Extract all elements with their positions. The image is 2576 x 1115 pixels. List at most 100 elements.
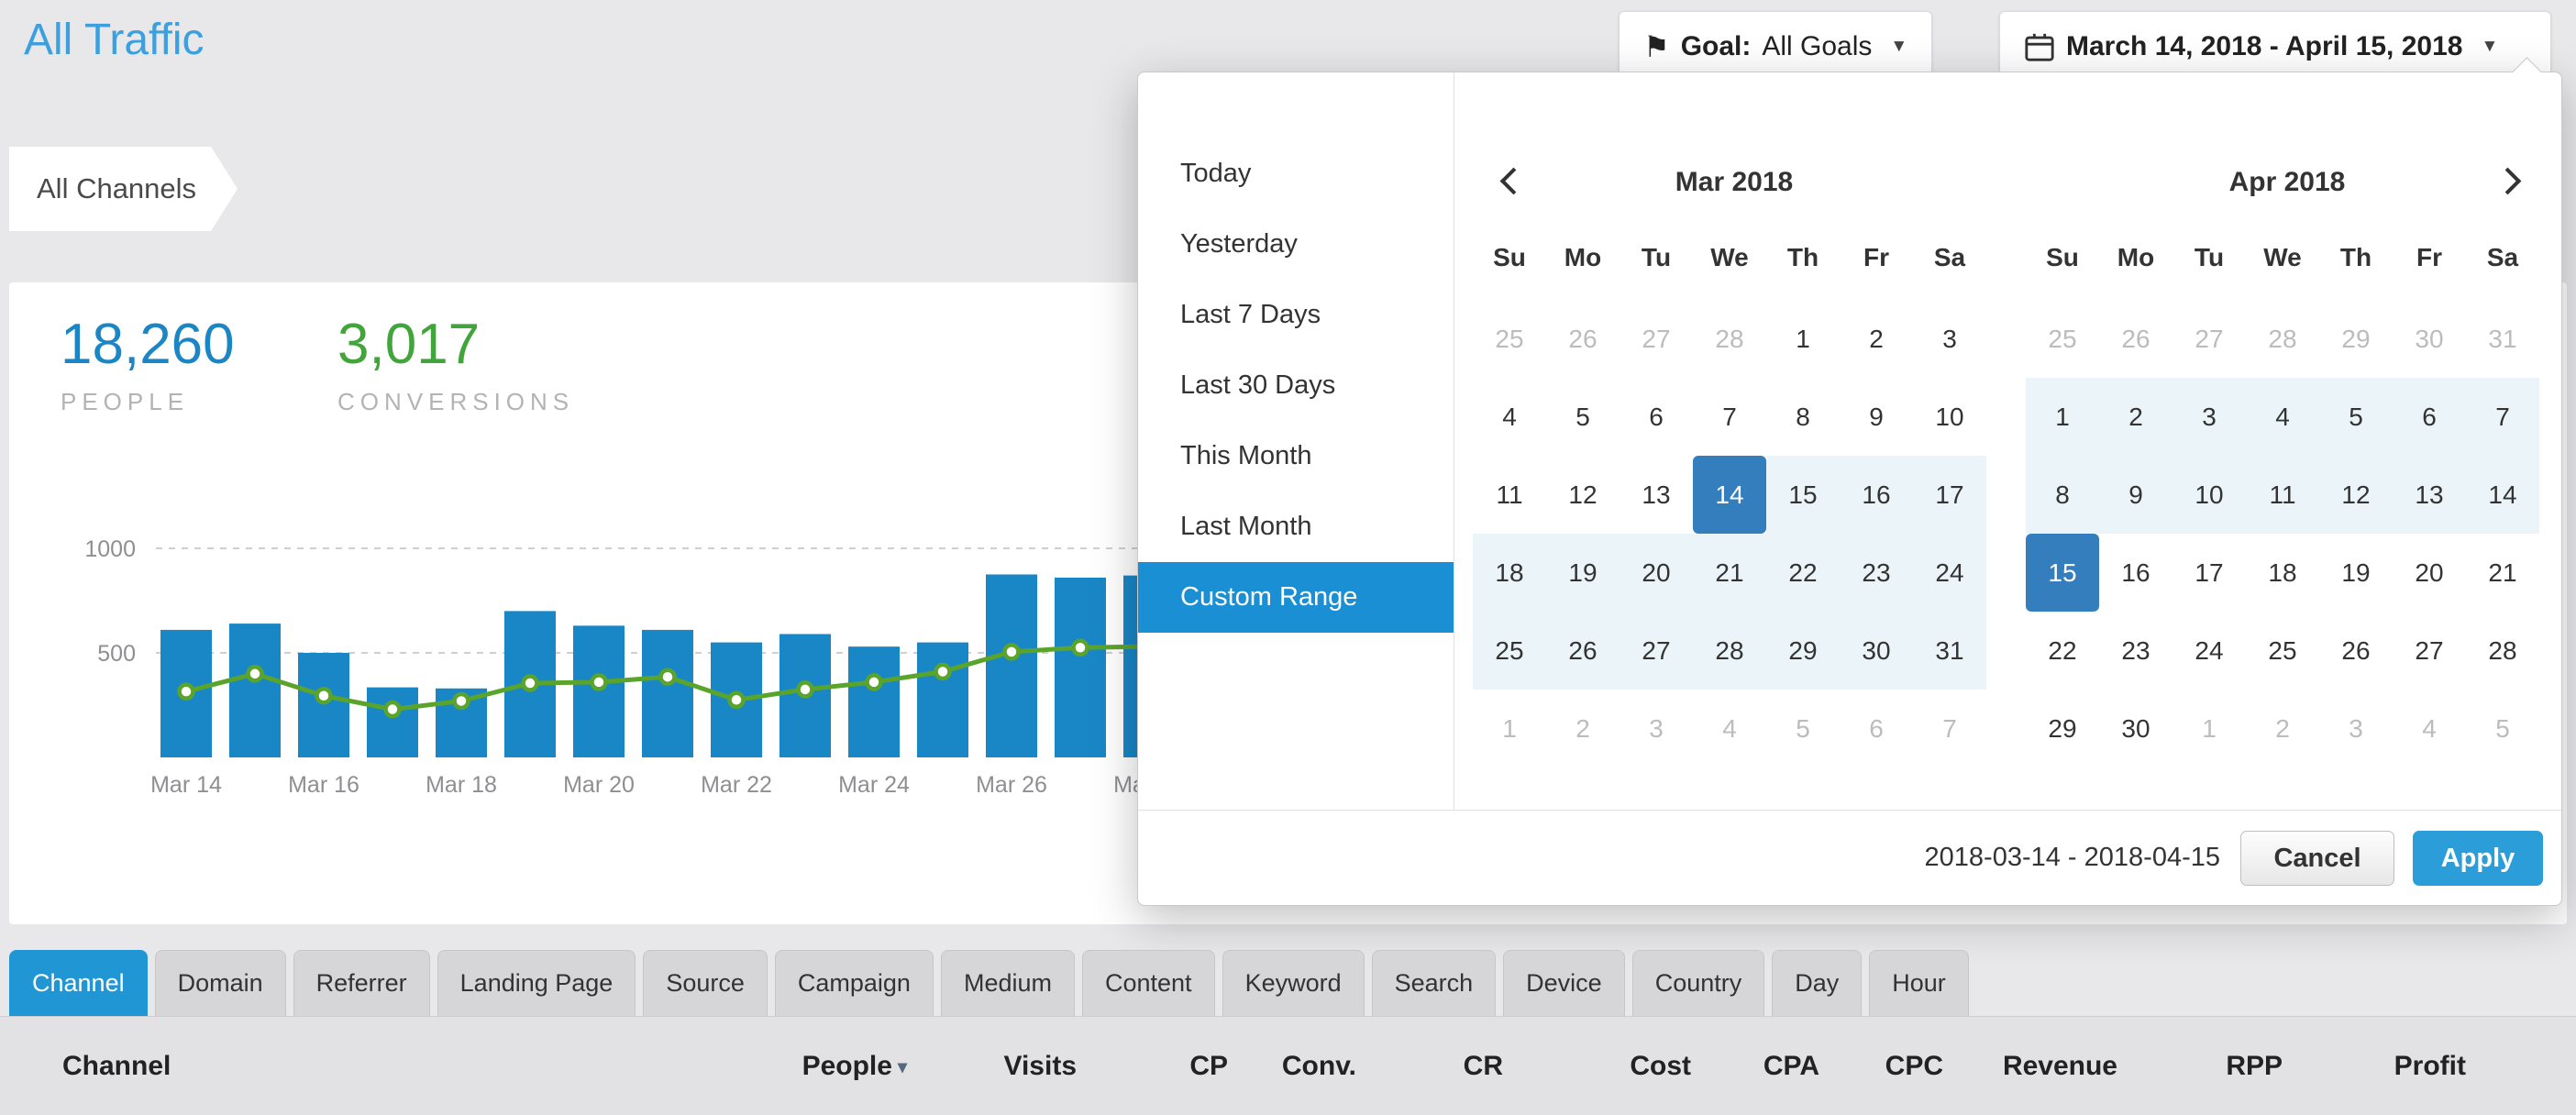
calendar-day[interactable]: 11 <box>1496 480 1523 509</box>
column-header-cost[interactable]: Cost <box>1503 1051 1691 1082</box>
calendar-day[interactable]: 10 <box>1935 403 1964 431</box>
calendar-day[interactable]: 6 <box>1649 403 1664 431</box>
calendar-day[interactable]: 7 <box>2466 378 2539 456</box>
range-option-last-30-days[interactable]: Last 30 Days <box>1180 370 1336 400</box>
calendar-day[interactable]: 31 <box>2488 325 2517 353</box>
calendar-day[interactable]: 25 <box>2048 325 2077 353</box>
calendar-day[interactable]: 22 <box>1766 534 1840 612</box>
calendar-day[interactable]: 22 <box>2048 636 2077 665</box>
range-option-today[interactable]: Today <box>1180 159 1252 188</box>
goal-selector-button[interactable]: ⚑ Goal: All Goals ▼ <box>1619 11 1933 83</box>
calendar-day[interactable]: 29 <box>1766 612 1840 690</box>
tab-channel[interactable]: Channel <box>9 950 148 1016</box>
tab-hour[interactable]: Hour <box>1869 950 1969 1016</box>
calendar-day[interactable]: 6 <box>1869 714 1884 743</box>
calendar-day[interactable]: 27 <box>1620 612 1693 690</box>
range-option-last-7-days[interactable]: Last 7 Days <box>1180 300 1321 329</box>
tab-campaign[interactable]: Campaign <box>774 950 934 1016</box>
apply-button[interactable]: Apply <box>2413 831 2543 886</box>
calendar-day[interactable]: 20 <box>1620 534 1693 612</box>
calendar-day[interactable]: 10 <box>2172 456 2246 534</box>
calendar-day[interactable]: 6 <box>2393 378 2466 456</box>
calendar-day[interactable]: 8 <box>2026 456 2099 534</box>
calendar-day[interactable]: 1 <box>1502 714 1517 743</box>
calendar-day[interactable]: 7 <box>1942 714 1957 743</box>
calendar-day[interactable]: 4 <box>2422 714 2437 743</box>
calendar-day[interactable]: 23 <box>1840 534 1913 612</box>
column-header-cp[interactable]: CP <box>1077 1051 1228 1082</box>
calendar-day[interactable]: 29 <box>2048 714 2077 743</box>
calendar-day[interactable]: 30 <box>1840 612 1913 690</box>
calendar-day[interactable]: 28 <box>2488 636 2517 665</box>
calendar-day[interactable]: 31 <box>1913 612 1986 690</box>
column-header-rpp[interactable]: RPP <box>2117 1051 2283 1082</box>
tab-search[interactable]: Search <box>1371 950 1497 1016</box>
calendar-day[interactable]: 1 <box>2026 378 2099 456</box>
calendar-day[interactable]: 2 <box>2099 378 2172 456</box>
column-header-channel[interactable]: Channel <box>62 1051 751 1082</box>
cancel-button[interactable]: Cancel <box>2240 831 2394 886</box>
range-option-this-month[interactable]: This Month <box>1180 441 1312 470</box>
calendar-day[interactable]: 2 <box>2275 714 2290 743</box>
calendar-day[interactable]: 26 <box>2341 636 2371 665</box>
tab-source[interactable]: Source <box>643 950 768 1016</box>
calendar-day[interactable]: 17 <box>2195 558 2224 587</box>
calendar-day[interactable]: 28 <box>1693 612 1766 690</box>
calendar-day[interactable]: 9 <box>1869 403 1884 431</box>
column-header-cr[interactable]: CR <box>1356 1051 1503 1082</box>
calendar-day[interactable]: 4 <box>1722 714 1737 743</box>
calendar-day[interactable]: 28 <box>1715 325 1744 353</box>
column-header-revenue[interactable]: Revenue <box>1943 1051 2117 1082</box>
calendar-day[interactable]: 20 <box>2415 558 2444 587</box>
calendar-day[interactable]: 24 <box>1913 534 1986 612</box>
column-header-cpa[interactable]: CPA <box>1691 1051 1819 1082</box>
calendar-day[interactable]: 1 <box>1796 325 1810 353</box>
calendar-day[interactable]: 8 <box>1796 403 1810 431</box>
tab-landing-page[interactable]: Landing Page <box>437 950 636 1016</box>
tab-medium[interactable]: Medium <box>940 950 1075 1016</box>
calendar-day[interactable]: 9 <box>2099 456 2172 534</box>
calendar-day[interactable]: 5 <box>2319 378 2393 456</box>
calendar-day[interactable]: 25 <box>1495 325 1524 353</box>
range-option-yesterday[interactable]: Yesterday <box>1180 229 1298 259</box>
calendar-day[interactable]: 12 <box>1568 480 1598 509</box>
tab-country[interactable]: Country <box>1631 950 1765 1016</box>
calendar-day[interactable]: 13 <box>1642 480 1671 509</box>
calendar-day[interactable]: 27 <box>2415 636 2444 665</box>
calendar-day[interactable]: 27 <box>1642 325 1671 353</box>
tab-referrer[interactable]: Referrer <box>293 950 430 1016</box>
calendar-day[interactable]: 7 <box>1722 403 1737 431</box>
calendar-day[interactable]: 5 <box>1575 403 1590 431</box>
calendar-day[interactable]: 27 <box>2195 325 2224 353</box>
calendar-day[interactable]: 26 <box>2121 325 2150 353</box>
calendar-day[interactable]: 12 <box>2319 456 2393 534</box>
calendar-day[interactable]: 18 <box>2268 558 2297 587</box>
calendar-day[interactable]: 1 <box>2202 714 2217 743</box>
calendar-day[interactable]: 19 <box>1546 534 1620 612</box>
calendar-day[interactable]: 5 <box>2495 714 2510 743</box>
column-header-cpc[interactable]: CPC <box>1819 1051 1943 1082</box>
calendar-day[interactable]: 23 <box>2121 636 2150 665</box>
calendar-day[interactable]: 16 <box>2121 558 2150 587</box>
tab-keyword[interactable]: Keyword <box>1222 950 1365 1016</box>
calendar-day[interactable]: 21 <box>2488 558 2517 587</box>
tab-day[interactable]: Day <box>1772 950 1863 1016</box>
column-header-profit[interactable]: Profit <box>2283 1051 2466 1082</box>
calendar-day[interactable]: 24 <box>2195 636 2224 665</box>
calendar-day[interactable]: 3 <box>2172 378 2246 456</box>
calendar-day[interactable]: 16 <box>1840 456 1913 534</box>
calendar-day[interactable]: 2 <box>1575 714 1590 743</box>
column-header-conv[interactable]: Conv. <box>1228 1051 1356 1082</box>
range-option-last-month[interactable]: Last Month <box>1180 512 1312 541</box>
calendar-day[interactable]: 25 <box>2268 636 2297 665</box>
calendar-day[interactable]: 29 <box>2341 325 2371 353</box>
breadcrumb[interactable]: All Channels <box>9 147 238 231</box>
column-header-visits[interactable]: Visits <box>907 1051 1078 1082</box>
calendar-day[interactable]: 11 <box>2246 456 2319 534</box>
calendar-day[interactable]: 3 <box>2349 714 2363 743</box>
calendar-day[interactable]: 3 <box>1942 325 1957 353</box>
calendar-day[interactable]: 15 <box>1766 456 1840 534</box>
calendar-day[interactable]: 13 <box>2393 456 2466 534</box>
calendar-day[interactable]: 14 <box>2466 456 2539 534</box>
calendar-day[interactable]: 18 <box>1473 534 1546 612</box>
